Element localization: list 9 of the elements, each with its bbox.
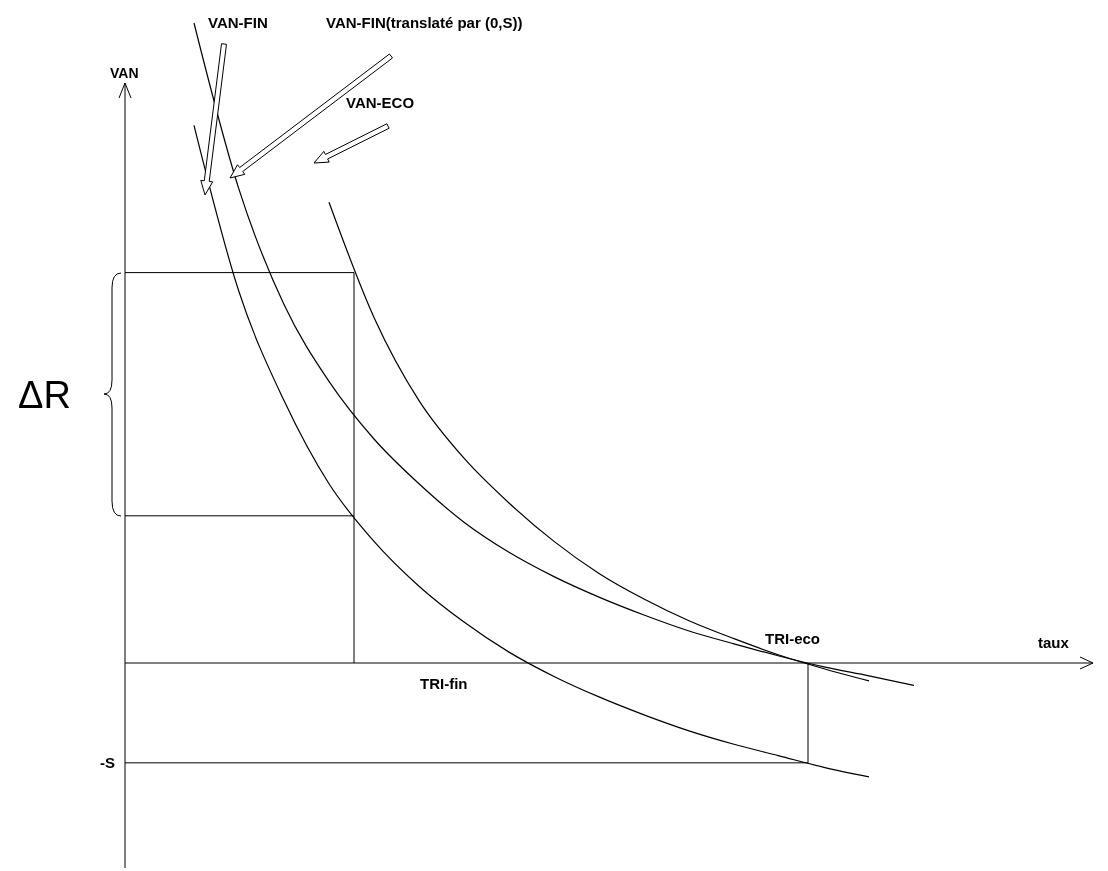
text: taux <box>1038 634 1070 651</box>
annotation: VAN-FIN <box>208 14 268 31</box>
text: ΔR <box>18 374 71 416</box>
y-axis-title: VAN <box>110 65 139 81</box>
annotation: TRI-eco <box>765 630 821 647</box>
annotation: VAN-ECO <box>346 94 415 111</box>
annotation: TRI-fin <box>420 675 468 692</box>
annotation: VAN-FIN(translaté par (0,S)) <box>326 14 523 31</box>
ref-line-label: -S <box>100 753 115 771</box>
